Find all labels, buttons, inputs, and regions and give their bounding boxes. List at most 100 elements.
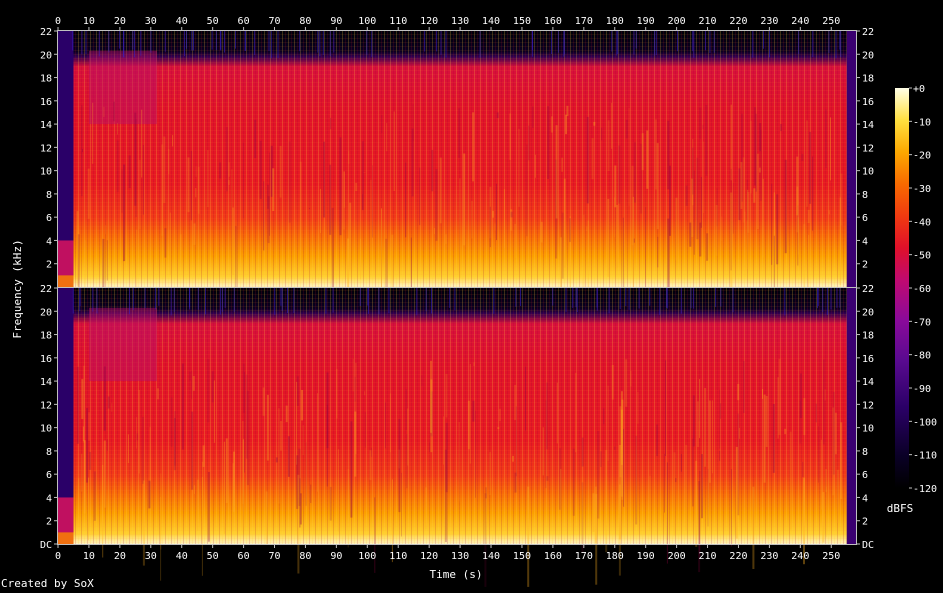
spectral-streak bbox=[355, 182, 358, 191]
spectrogram-panels bbox=[58, 31, 856, 587]
spectral-streak bbox=[719, 389, 721, 449]
spectral-streak bbox=[561, 157, 563, 172]
spectral-streak bbox=[492, 210, 495, 218]
y-tick-label: 12 bbox=[40, 400, 52, 411]
spectral-streak bbox=[405, 162, 407, 238]
spectral-streak bbox=[675, 197, 678, 261]
channel-panel-right bbox=[58, 288, 856, 587]
colorbar-tick-label: -80 bbox=[913, 351, 931, 362]
spectral-streak bbox=[563, 31, 565, 57]
spectral-streak bbox=[784, 428, 787, 435]
spectral-streak bbox=[514, 223, 516, 258]
spectral-streak bbox=[812, 31, 814, 57]
x-tick-label: 110 bbox=[389, 551, 407, 562]
spectral-streak bbox=[76, 211, 79, 286]
spectral-streak bbox=[107, 396, 110, 409]
spectral-streak bbox=[259, 140, 262, 199]
spectral-streak bbox=[680, 454, 682, 472]
spectral-streak bbox=[142, 480, 145, 566]
spectral-streak bbox=[696, 157, 699, 240]
spectral-streak bbox=[407, 408, 409, 466]
spectral-streak bbox=[614, 165, 617, 208]
spectral-streak bbox=[655, 31, 657, 56]
spectral-streak bbox=[526, 144, 528, 237]
colorbar-tick-label: -30 bbox=[913, 184, 931, 195]
spectral-streak bbox=[398, 418, 401, 513]
spectral-streak bbox=[136, 229, 138, 332]
spectral-streak bbox=[132, 288, 134, 311]
spectral-streak bbox=[391, 234, 394, 319]
spectral-streak bbox=[299, 31, 301, 52]
spectral-streak bbox=[88, 477, 89, 541]
spectral-streak bbox=[445, 373, 448, 418]
spectral-streak bbox=[391, 479, 393, 563]
spectral-streak bbox=[685, 444, 688, 530]
spectral-streak bbox=[769, 31, 770, 58]
spectral-streak bbox=[634, 142, 636, 203]
spectral-streak bbox=[154, 288, 156, 310]
spectral-streak bbox=[102, 464, 104, 558]
y-tick-label: 2 bbox=[862, 260, 868, 271]
spectral-streak bbox=[191, 411, 194, 490]
spectral-streak bbox=[139, 159, 141, 229]
spectral-streak bbox=[242, 363, 245, 413]
spectral-streak bbox=[659, 288, 661, 316]
spectral-streak bbox=[220, 31, 222, 51]
spectral-streak bbox=[806, 120, 808, 207]
spectral-streak bbox=[138, 390, 140, 474]
spectral-streak bbox=[388, 288, 390, 314]
spectral-streak bbox=[87, 168, 90, 219]
colorbar-tick-label: -120 bbox=[913, 484, 937, 495]
spectral-streak bbox=[709, 31, 711, 53]
spectral-streak bbox=[799, 400, 802, 444]
plot-frame bbox=[57, 287, 857, 545]
spectral-streak bbox=[263, 181, 265, 251]
spectral-streak bbox=[839, 288, 841, 308]
spectral-streak bbox=[685, 185, 688, 206]
spectral-streak bbox=[310, 484, 312, 503]
spectral-streak bbox=[211, 371, 214, 403]
spectral-streak bbox=[298, 448, 301, 506]
spectral-streak bbox=[158, 288, 160, 306]
spectral-streak bbox=[277, 408, 280, 504]
spectral-streak bbox=[436, 31, 438, 52]
spectral-streak bbox=[184, 31, 185, 57]
spectral-streak bbox=[809, 131, 812, 204]
spectral-streak bbox=[123, 164, 126, 262]
spectral-streak bbox=[619, 288, 621, 309]
spectral-streak bbox=[164, 228, 167, 258]
spectral-streak bbox=[765, 396, 768, 447]
spectral-streak bbox=[808, 235, 810, 336]
spectral-streak bbox=[123, 31, 124, 57]
spectral-streak bbox=[625, 120, 628, 139]
spectral-streak bbox=[254, 31, 256, 55]
spectral-streak bbox=[213, 380, 215, 443]
spectral-streak bbox=[299, 478, 301, 528]
x-tick-label: 0 bbox=[55, 551, 61, 562]
x-tick-label: 0 bbox=[55, 16, 61, 27]
spectral-streak bbox=[148, 480, 151, 509]
spectral-streak bbox=[81, 453, 83, 492]
spectral-streak bbox=[219, 162, 222, 179]
x-tick-label: 200 bbox=[668, 551, 686, 562]
spectral-streak bbox=[741, 113, 744, 202]
spectral-streak bbox=[339, 137, 342, 236]
spectral-streak bbox=[832, 391, 835, 475]
x-tick-label: 30 bbox=[145, 551, 157, 562]
spectrum-texture bbox=[58, 288, 856, 544]
x-tick-label: 160 bbox=[544, 551, 562, 562]
x-tick-label: 60 bbox=[238, 16, 250, 27]
spectral-streak bbox=[692, 395, 695, 447]
spectral-streak bbox=[561, 212, 564, 279]
spectral-streak bbox=[142, 145, 144, 215]
spectral-streak bbox=[645, 207, 647, 298]
outro-quiet bbox=[846, 31, 856, 287]
spectral-streak bbox=[119, 31, 121, 49]
spectral-streak bbox=[778, 358, 781, 435]
spectral-streak bbox=[193, 31, 194, 51]
spectral-streak bbox=[172, 135, 174, 147]
spectral-streak bbox=[628, 108, 630, 206]
spectral-streak bbox=[381, 115, 383, 133]
spectral-streak bbox=[622, 217, 624, 305]
y-tick-label: 2 bbox=[46, 517, 52, 528]
